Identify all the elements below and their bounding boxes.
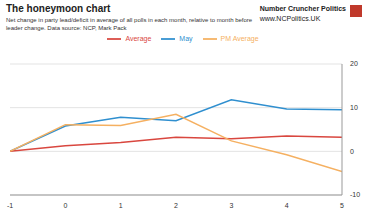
svg-text:0: 0 <box>63 202 67 209</box>
html-text:Average: Average <box>125 34 152 42</box>
html-text:www.NCPolitics.UK: www.NCPolitics.UK <box>259 15 321 22</box>
svg-text:5: 5 <box>340 202 344 209</box>
svg-text:0: 0 <box>350 148 354 155</box>
html-text:The honeymoon chart: The honeymoon chart <box>6 3 111 14</box>
html-text:PM Average: PM Average <box>220 34 259 42</box>
svg-text:2: 2 <box>174 202 178 209</box>
svg-text:3: 3 <box>229 202 233 209</box>
html-text:Number Cruncher Politics: Number Cruncher Politics <box>259 5 346 12</box>
svg-text:20: 20 <box>350 60 358 67</box>
svg-text:1: 1 <box>119 202 123 209</box>
svg-text:-1: -1 <box>8 202 13 209</box>
svg-text:-10: -10 <box>350 191 360 198</box>
html-text:May: May <box>179 34 193 42</box>
svg-text:10: 10 <box>350 104 358 111</box>
svg-text:4: 4 <box>285 202 289 209</box>
html-text:Net change in party lead/defic: Net change in party lead/deficit in aver… <box>6 17 253 31</box>
